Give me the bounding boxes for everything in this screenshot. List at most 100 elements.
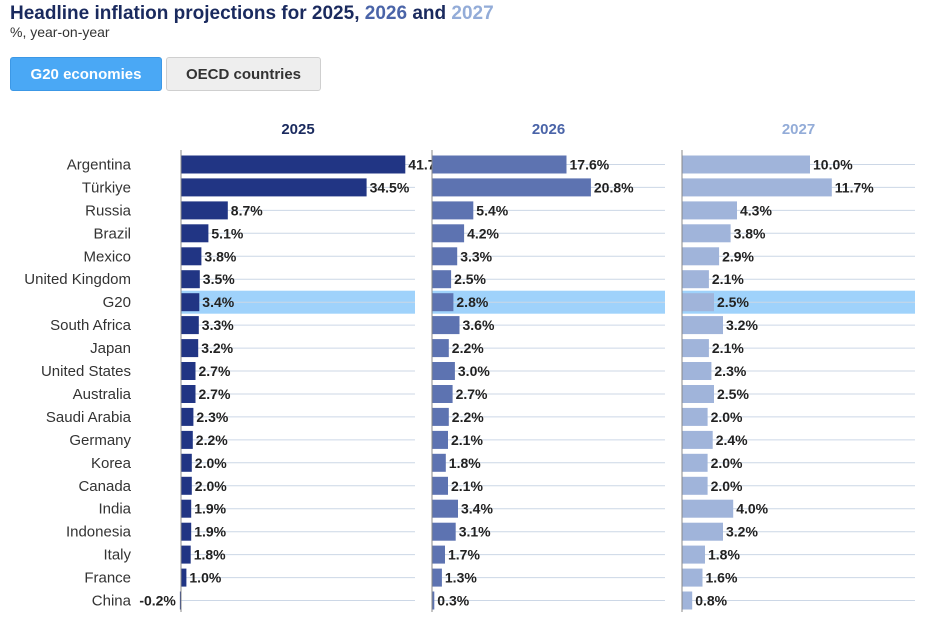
value-label-2027-brazil: 3.8% <box>734 225 766 241</box>
bar-2027-australia <box>682 385 714 403</box>
value-label-2025-united-kingdom: 3.5% <box>203 271 235 287</box>
category-label-turkiye: Türkiye <box>82 179 131 196</box>
series-header-2027: 2027 <box>782 121 815 138</box>
bar-2027-turkiye <box>682 178 832 197</box>
value-label-2025-united-states: 2.7% <box>199 363 231 379</box>
bar-2025-south-africa <box>181 316 199 335</box>
bar-2027-korea <box>682 453 708 472</box>
bar-2025-turkiye <box>181 178 367 197</box>
bar-2026-japan <box>432 339 449 358</box>
category-label-indonesia: Indonesia <box>66 524 132 541</box>
value-label-2027-mexico: 2.9% <box>722 248 754 264</box>
bar-2025-united-states <box>181 362 196 380</box>
bar-2027-france <box>682 568 703 587</box>
value-label-2025-italy: 1.8% <box>194 547 226 563</box>
bar-2026-brazil <box>432 224 465 243</box>
bar-2027-india <box>682 499 734 518</box>
title-year-2026: 2026 <box>364 3 408 24</box>
series-header-2025: 2025 <box>281 121 314 138</box>
value-label-2026-canada: 2.1% <box>451 478 483 494</box>
value-label-2026-indonesia: 3.1% <box>459 524 491 540</box>
value-label-2027-united-kingdom: 2.1% <box>712 271 744 287</box>
value-label-2027-australia: 2.5% <box>717 386 749 402</box>
value-label-2027-saudi-arabia: 2.0% <box>711 409 743 425</box>
bar-2027-argentina <box>682 155 810 174</box>
bar-2025-italy <box>181 545 191 564</box>
value-label-2025-south-africa: 3.3% <box>202 317 234 333</box>
bar-2026-south-africa <box>432 316 460 335</box>
bar-2026-argentina <box>432 155 567 174</box>
value-label-2027-italy: 1.8% <box>708 547 740 563</box>
value-label-2026-turkiye: 20.8% <box>594 179 634 195</box>
value-label-2027-france: 1.6% <box>706 570 738 586</box>
value-label-2027-china: 0.8% <box>695 593 727 609</box>
bar-2027-g20 <box>682 293 714 312</box>
value-label-2025-germany: 2.2% <box>196 432 228 448</box>
value-label-2026-brazil: 4.2% <box>467 225 499 241</box>
category-label-south-africa: South Africa <box>50 317 132 334</box>
bar-2025-mexico <box>181 247 202 266</box>
bar-2026-italy <box>432 545 445 564</box>
title-year-2027: 2027 <box>451 3 494 24</box>
category-label-united-states: United States <box>41 363 131 380</box>
category-label-india: India <box>98 501 131 518</box>
value-label-2026-korea: 1.8% <box>449 455 481 471</box>
value-label-2027-turkiye: 11.7% <box>835 179 874 195</box>
bar-2026-united-kingdom <box>432 270 452 289</box>
value-label-2025-japan: 3.2% <box>201 340 233 356</box>
title-separator: , <box>354 3 365 24</box>
bar-2027-united-kingdom <box>682 270 709 289</box>
bar-2027-italy <box>682 545 705 564</box>
title-separator-and: and <box>407 3 452 24</box>
value-label-2025-mexico: 3.8% <box>204 248 236 264</box>
category-label-australia: Australia <box>73 386 132 403</box>
category-label-saudi-arabia: Saudi Arabia <box>46 409 132 426</box>
tab-g20-economies[interactable]: G20 economies <box>10 57 162 91</box>
bar-2026-australia <box>432 385 453 403</box>
bar-2027-russia <box>682 201 737 220</box>
bar-2025-india <box>181 499 192 518</box>
value-label-2027-canada: 2.0% <box>711 478 743 494</box>
bar-2026-india <box>432 499 458 518</box>
value-label-2025-india: 1.9% <box>194 501 226 517</box>
value-label-2027-united-states: 2.3% <box>714 363 746 379</box>
category-label-united-kingdom: United Kingdom <box>24 271 131 288</box>
value-label-2026-saudi-arabia: 2.2% <box>452 409 484 425</box>
value-label-2027-japan: 2.1% <box>712 340 744 356</box>
bar-2026-canada <box>432 476 448 495</box>
value-label-2025-turkiye: 34.5% <box>370 179 410 195</box>
value-label-2026-russia: 5.4% <box>476 202 508 218</box>
category-label-korea: Korea <box>91 455 132 472</box>
bar-2027-south-africa <box>682 316 723 335</box>
value-label-2026-mexico: 3.3% <box>460 248 492 264</box>
tab-oecd-countries[interactable]: OECD countries <box>166 57 321 91</box>
bar-2025-brazil <box>181 224 209 243</box>
value-label-2027-argentina: 10.0% <box>813 157 853 173</box>
inflation-bar-chart: Argentina Türkiye Russia Brazil Mexico United… <box>24 121 915 612</box>
value-label-2026-china: 0.3% <box>437 593 469 609</box>
category-label-germany: Germany <box>69 432 131 449</box>
value-label-2025-russia: 8.7% <box>231 202 263 218</box>
bar-2027-china <box>682 591 693 610</box>
series-header-2026: 2026 <box>532 121 565 138</box>
bar-2026-mexico <box>432 247 458 266</box>
title-prefix: Headline inflation projections for <box>10 3 312 24</box>
bar-2027-canada <box>682 476 708 495</box>
bar-2025-france <box>181 568 187 587</box>
category-label-g20: G20 <box>103 294 131 311</box>
value-label-2025-korea: 2.0% <box>195 455 227 471</box>
bar-2026-russia <box>432 201 474 220</box>
value-label-2025-indonesia: 1.9% <box>194 524 226 540</box>
value-label-2026-united-states: 3.0% <box>458 363 490 379</box>
category-label-argentina: Argentina <box>67 157 132 174</box>
bar-2025-australia <box>181 385 196 403</box>
category-label-mexico: Mexico <box>83 248 131 265</box>
category-label-france: France <box>84 570 131 587</box>
value-label-2027-g20: 2.5% <box>717 294 749 310</box>
category-label-italy: Italy <box>103 547 131 564</box>
value-label-2027-india: 4.0% <box>736 501 768 517</box>
bar-2025-korea <box>181 453 192 472</box>
value-label-2026-argentina: 17.6% <box>570 157 610 173</box>
value-label-2025-france: 1.0% <box>189 570 221 586</box>
bar-2025-argentina <box>181 155 406 174</box>
